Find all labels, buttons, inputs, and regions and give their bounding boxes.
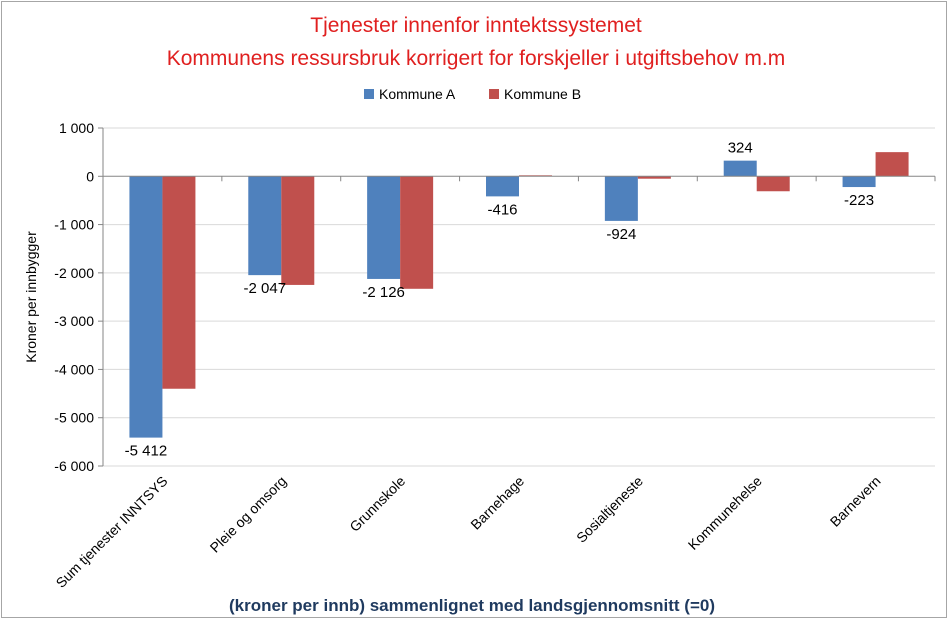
axes — [98, 127, 936, 467]
data-label-kommune-a: -2 126 — [362, 284, 405, 301]
y-axis-label: Kroner per innbygger — [23, 231, 39, 363]
data-label-kommune-a: -223 — [844, 192, 874, 209]
legend-label-b: Kommune B — [504, 86, 581, 102]
bar-kommune-a — [129, 176, 163, 438]
category-label: Pleie og omsorg — [207, 473, 290, 556]
bar-kommune-a — [842, 176, 876, 188]
bars — [129, 152, 909, 438]
y-tick-label: -5 000 — [54, 410, 94, 426]
chart-title-line-2: Kommunens ressursbruk korrigert for fors… — [167, 47, 786, 70]
category-label: Sosialtjeneste — [573, 473, 646, 546]
bar-kommune-a — [604, 176, 638, 221]
legend: Kommune A Kommune B — [364, 86, 581, 102]
legend-swatch-b — [489, 89, 499, 99]
chart-title-line-1: Tjenester innenfor inntektssystemet — [310, 14, 642, 37]
category-label: Grunnskole — [346, 473, 408, 535]
y-tick-label: 1 000 — [59, 120, 94, 136]
legend-label-a: Kommune A — [379, 86, 456, 102]
bar-kommune-a — [367, 176, 401, 279]
gridlines — [103, 127, 935, 467]
category-label: Sum tjenester INNTSYS — [53, 473, 171, 591]
category-label: Barnehage — [467, 473, 527, 533]
category-label: Kommunehelse — [685, 473, 765, 553]
bar-kommune-b — [162, 176, 196, 389]
data-label-kommune-a: -2 047 — [244, 280, 287, 297]
data-label-kommune-a: -5 412 — [125, 443, 168, 460]
bar-kommune-a — [486, 176, 519, 197]
bar-kommune-b — [756, 176, 790, 192]
y-tick-label: -4 000 — [54, 361, 94, 377]
y-tick-label: -1 000 — [54, 217, 94, 233]
y-tick-label: -2 000 — [54, 265, 94, 281]
bar-kommune-b — [400, 176, 434, 289]
bar-kommune-b — [281, 176, 315, 285]
bar-kommune-b — [875, 152, 909, 177]
y-tick-label: 0 — [86, 168, 94, 184]
category-label: Barnevern — [827, 473, 884, 530]
bar-kommune-b — [637, 176, 671, 179]
data-label-kommune-a: -416 — [487, 201, 517, 218]
bar-kommune-a — [723, 160, 757, 177]
x-axis-label: (kroner per innb) sammenlignet med lands… — [229, 596, 715, 615]
bar-kommune-a — [248, 176, 282, 276]
data-label-kommune-a: 324 — [728, 140, 753, 157]
y-tick-label: -6 000 — [54, 458, 94, 474]
data-label-kommune-a: -924 — [606, 226, 636, 243]
legend-swatch-a — [364, 89, 374, 99]
y-tick-label: -3 000 — [54, 313, 94, 329]
